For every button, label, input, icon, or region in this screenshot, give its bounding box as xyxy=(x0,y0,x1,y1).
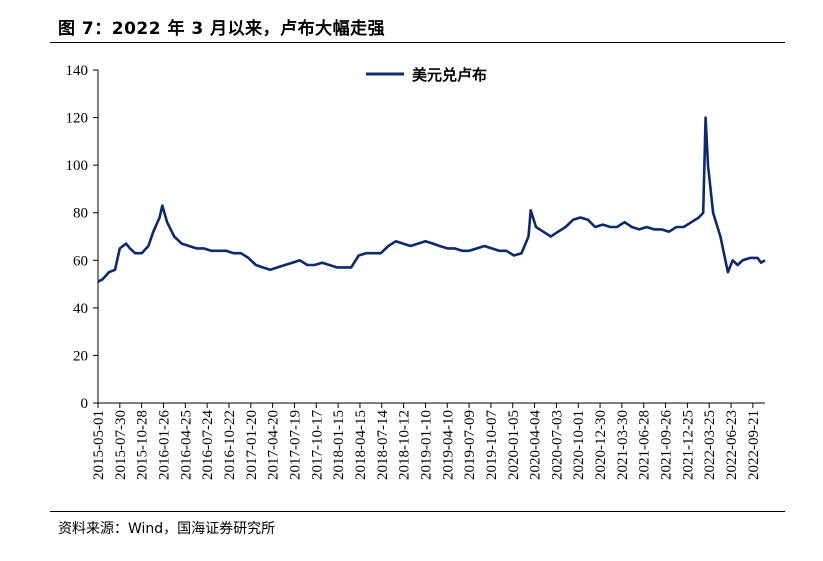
series-line-0 xyxy=(97,116,766,283)
x-tick-label: 2022-09-21 xyxy=(746,410,762,480)
x-tick-label: 2017-04-20 xyxy=(266,410,282,480)
y-axis-ticks: 0 20 40 60 80 100 120 140 xyxy=(66,63,98,412)
x-tick-label: 2019-04-10 xyxy=(440,410,456,480)
chart-legend: 美元兑卢布 xyxy=(366,66,487,84)
x-tick-label: 2016-07-24 xyxy=(200,410,216,480)
footer-divider xyxy=(50,511,785,512)
y-tick-label: 80 xyxy=(73,206,88,222)
x-tick-label: 2015-07-30 xyxy=(113,410,129,480)
x-tick-label: 2022-03-25 xyxy=(702,410,718,480)
chart-axes xyxy=(97,70,765,404)
x-tick-label: 2021-09-26 xyxy=(659,410,675,480)
chart-title: 图 7：2022 年 3 月以来，卢布大幅走强 xyxy=(58,19,386,39)
y-tick-label: 40 xyxy=(73,301,88,317)
title-divider xyxy=(50,42,785,43)
x-tick-label: 2022-06-23 xyxy=(724,410,740,480)
x-tick-label: 2017-01-20 xyxy=(244,410,260,480)
y-tick-label: 0 xyxy=(81,396,89,412)
x-tick-label: 2018-04-15 xyxy=(353,410,369,480)
x-tick-label: 2017-10-17 xyxy=(309,410,325,480)
x-tick-label: 2021-06-28 xyxy=(637,410,653,480)
x-tick-label: 2020-12-30 xyxy=(593,410,609,480)
x-tick-label: 2018-07-14 xyxy=(375,410,391,480)
series-lines xyxy=(97,116,766,283)
x-tick-label: 2020-01-05 xyxy=(506,410,522,480)
x-tick-label: 2016-01-26 xyxy=(156,410,172,480)
x-tick-label: 2020-10-01 xyxy=(571,410,587,480)
legend-label: 美元兑卢布 xyxy=(412,66,487,84)
x-tick-label: 2019-07-09 xyxy=(462,410,478,480)
y-tick-label: 100 xyxy=(66,158,89,174)
x-tick-label: 2020-07-03 xyxy=(549,410,565,480)
x-tick-label: 2015-05-01 xyxy=(91,410,107,480)
y-tick-label: 60 xyxy=(73,253,88,269)
x-tick-label: 2017-07-19 xyxy=(287,410,303,480)
x-tick-label: 2021-12-25 xyxy=(680,410,696,480)
x-tick-label: 2019-10-07 xyxy=(484,410,500,480)
x-tick-label: 2016-10-22 xyxy=(222,410,238,480)
y-tick-label: 140 xyxy=(66,63,89,79)
x-tick-label: 2018-10-12 xyxy=(397,410,413,480)
source-note: 资料来源：Wind，国海证券研究所 xyxy=(58,521,276,537)
y-tick-label: 20 xyxy=(73,348,88,364)
x-tick-label: 2016-04-25 xyxy=(178,410,194,480)
x-tick-label: 2019-01-10 xyxy=(418,410,434,480)
x-tick-label: 2015-10-28 xyxy=(135,410,151,480)
x-axis-ticks: 2015-05-01 2015-07-30 2015-10-28 2016-01-26… xyxy=(91,403,762,480)
y-tick-label: 120 xyxy=(66,111,89,127)
x-tick-label: 2018-01-15 xyxy=(331,410,347,480)
x-tick-label: 2020-04-04 xyxy=(528,410,544,480)
x-tick-label: 2021-03-30 xyxy=(615,410,631,480)
